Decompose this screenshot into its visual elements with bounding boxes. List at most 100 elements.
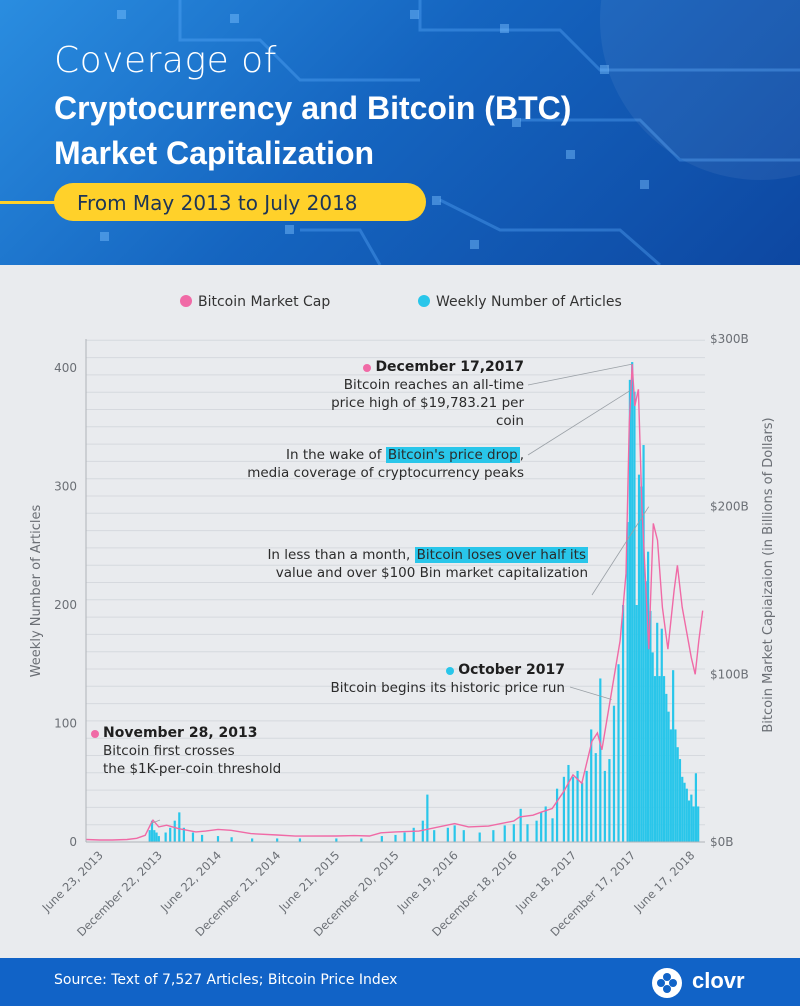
article-bar: [526, 824, 529, 842]
article-bar: [594, 753, 597, 842]
article-bar: [687, 800, 691, 842]
article-bar: [567, 764, 570, 842]
article-bar: [603, 770, 606, 842]
chart-svg: 0 100 200 300 400 $0B $100B $200B $300B Weekly Nu…: [29, 332, 776, 939]
article-bar: [230, 837, 233, 842]
article-bar: [298, 838, 302, 842]
leader-line: [150, 819, 161, 824]
annotation-half-line2: value and over $100 Bin market capitaliz…: [275, 565, 588, 581]
article-bar: [555, 788, 559, 842]
article-bar: [660, 628, 663, 842]
article-bar: [276, 838, 279, 842]
annotation-dec-2017-line2: price high of $19,783.21 per coin: [331, 395, 524, 429]
annotation-nov-2013-line1: Bitcoin first crosses: [103, 743, 235, 759]
title-bold-line1: Cryptocurrency and Bitcoin (BTC): [54, 90, 572, 126]
article-bar: [433, 830, 436, 842]
article-bar: [576, 770, 579, 842]
subtitle-text: From May 2013 to July 2018: [77, 191, 358, 215]
leader-line: [569, 686, 612, 700]
annotation-drop-line2: media coverage of cryptocurrency peaks: [247, 465, 524, 481]
annotation-drop-highlight: Bitcoin's price drop: [385, 447, 520, 463]
article-bar: [360, 838, 363, 842]
x-tick-label: June 17, 2018: [630, 848, 697, 915]
legend-item-articles: Weekly Number of Articles: [418, 294, 622, 310]
article-bar: [153, 830, 156, 842]
article-bar: [685, 788, 688, 842]
article-bar: [683, 782, 686, 842]
article-bar: [200, 834, 204, 842]
article-bar: [164, 832, 167, 842]
article-bar: [191, 832, 195, 842]
y-tick-label: 100: [54, 717, 77, 731]
article-bar: [540, 812, 543, 842]
y2-tick-label: $100B: [710, 667, 749, 681]
article-bar: [665, 693, 668, 842]
article-bar: [667, 711, 670, 842]
y-tick-label: 400: [54, 361, 77, 375]
article-bar: [662, 676, 666, 842]
article-bar: [656, 622, 659, 842]
footer-logo-text: clovr: [692, 968, 745, 993]
leader-line: [591, 506, 650, 596]
header-banner: Coverage of Cryptocurrency and Bitcoin (…: [0, 0, 800, 265]
x-tick-label: June 21, 2015: [275, 848, 342, 915]
article-bar: [581, 782, 584, 842]
article-bar: [628, 379, 632, 842]
title-bold-line2: Market Capitalization: [54, 135, 375, 171]
clovr-logo-mark: [657, 973, 677, 993]
article-bar: [651, 652, 654, 842]
y2-tick-label: $300B: [710, 332, 749, 346]
annotation-nov-2013-line2: the $1K-per-coin threshold: [103, 761, 282, 777]
circuit-background: [100, 0, 800, 265]
article-bars: [148, 362, 700, 842]
article-bar: [182, 827, 185, 842]
annotation-oct-2017: October 2017 Bitcoin begins its historic…: [300, 661, 566, 697]
article-bar: [674, 729, 677, 842]
annotation-dot-pink-2013: [91, 730, 99, 738]
y-tick-label: 300: [54, 480, 77, 494]
article-bar: [251, 838, 254, 842]
article-bar: [599, 678, 602, 842]
article-bar: [535, 820, 538, 842]
y-axis-label: Weekly Number of Articles: [29, 505, 44, 678]
article-bar: [621, 605, 625, 842]
article-bar: [658, 676, 661, 842]
legend-swatch-market-cap: [180, 295, 192, 307]
article-bar: [690, 794, 693, 842]
annotation-oct-2017-line1: Bitcoin begins its historic price run: [330, 680, 566, 696]
article-bar: [478, 832, 481, 842]
leader-line: [527, 388, 633, 456]
article-bar: [562, 776, 566, 842]
article-bar: [492, 830, 495, 842]
article-bar: [394, 834, 397, 842]
article-bar: [585, 770, 588, 842]
article-bar: [551, 818, 554, 842]
x-tick-label: June 23, 2013: [39, 848, 106, 915]
article-bar: [421, 820, 424, 842]
article-bar: [148, 830, 151, 842]
article-bar: [590, 729, 593, 842]
article-bar: [169, 827, 172, 842]
article-bar: [335, 838, 338, 842]
article-bar: [678, 759, 682, 842]
annotation-drop-pre: In the wake of: [286, 447, 386, 463]
annotation-price-drop: In the wake of Bitcoin's price drop, med…: [230, 446, 524, 482]
article-bar: [503, 825, 506, 842]
article-bar: [694, 773, 697, 842]
article-bar: [637, 474, 641, 842]
article-bar: [155, 832, 158, 842]
article-bar: [631, 362, 634, 842]
footer-bar: Source: Text of 7,527 Articles; Bitcoin …: [0, 958, 800, 1006]
article-bar: [544, 806, 547, 842]
x-tick-label: June 22, 2014: [157, 848, 224, 915]
article-bar: [642, 445, 645, 842]
article-bar: [216, 836, 220, 842]
x-tick-label: June 18, 2017: [512, 848, 579, 915]
article-bar: [173, 820, 176, 842]
y2-tick-label: $200B: [710, 500, 749, 514]
article-bar: [692, 806, 695, 842]
legend-label-market-cap: Bitcoin Market Cap: [198, 294, 331, 310]
annotation-oct-2017-date: October 2017: [458, 662, 565, 678]
article-bar: [681, 776, 684, 842]
legend-label-articles: Weekly Number of Articles: [436, 294, 622, 310]
